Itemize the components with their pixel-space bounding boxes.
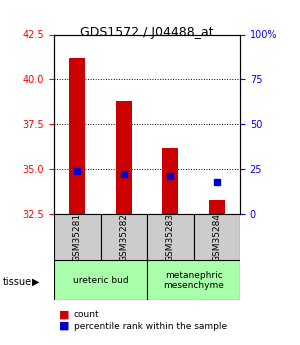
Text: tissue: tissue: [3, 277, 32, 287]
Text: GDS1572 / J04488_at: GDS1572 / J04488_at: [80, 26, 214, 39]
Text: ■: ■: [58, 310, 69, 320]
Bar: [162, 148, 178, 214]
FancyBboxPatch shape: [54, 214, 100, 260]
Text: metanephric
mesenchyme: metanephric mesenchyme: [163, 270, 224, 290]
Text: count: count: [74, 310, 99, 319]
Text: GSM35281: GSM35281: [73, 213, 82, 262]
Bar: [116, 101, 132, 214]
Text: ureteric bud: ureteric bud: [73, 276, 128, 285]
FancyBboxPatch shape: [100, 214, 147, 260]
FancyBboxPatch shape: [194, 214, 240, 260]
Bar: [69, 58, 85, 214]
Text: ■: ■: [58, 321, 69, 331]
Text: GSM35283: GSM35283: [166, 213, 175, 262]
FancyBboxPatch shape: [147, 260, 240, 300]
Text: GSM35284: GSM35284: [212, 213, 221, 262]
Text: GSM35282: GSM35282: [119, 213, 128, 262]
FancyBboxPatch shape: [54, 260, 147, 300]
Bar: [208, 199, 225, 214]
Text: ▶: ▶: [32, 277, 40, 287]
Text: percentile rank within the sample: percentile rank within the sample: [74, 322, 226, 331]
FancyBboxPatch shape: [147, 214, 194, 260]
